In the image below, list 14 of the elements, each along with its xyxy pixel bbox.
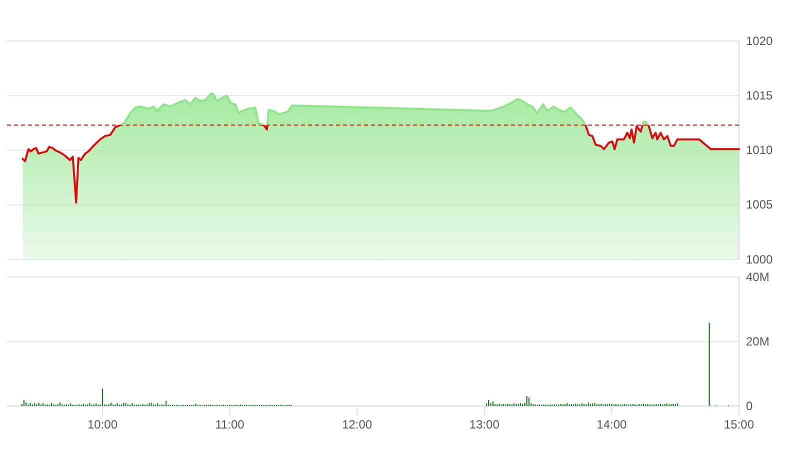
- x-tick-label: 12:00: [342, 418, 372, 432]
- y-tick-label: 20M: [746, 334, 770, 348]
- y-tick-label: 1010: [746, 143, 774, 158]
- y-tick-label: 1015: [746, 88, 774, 102]
- y-tick-label: 1000: [746, 252, 774, 266]
- y-tick-label: 1005: [746, 198, 774, 212]
- x-tick-label: 11:00: [215, 418, 245, 432]
- y-tick-label: 1020: [746, 34, 774, 48]
- y-tick-label: 0: [746, 398, 753, 413]
- x-tick-label: 13:00: [469, 418, 500, 432]
- y-tick-label: 40M: [746, 270, 770, 284]
- x-tick-label: 15:00: [724, 418, 754, 432]
- x-tick-label: 10:00: [87, 418, 118, 432]
- x-tick-label: 14:00: [596, 418, 628, 432]
